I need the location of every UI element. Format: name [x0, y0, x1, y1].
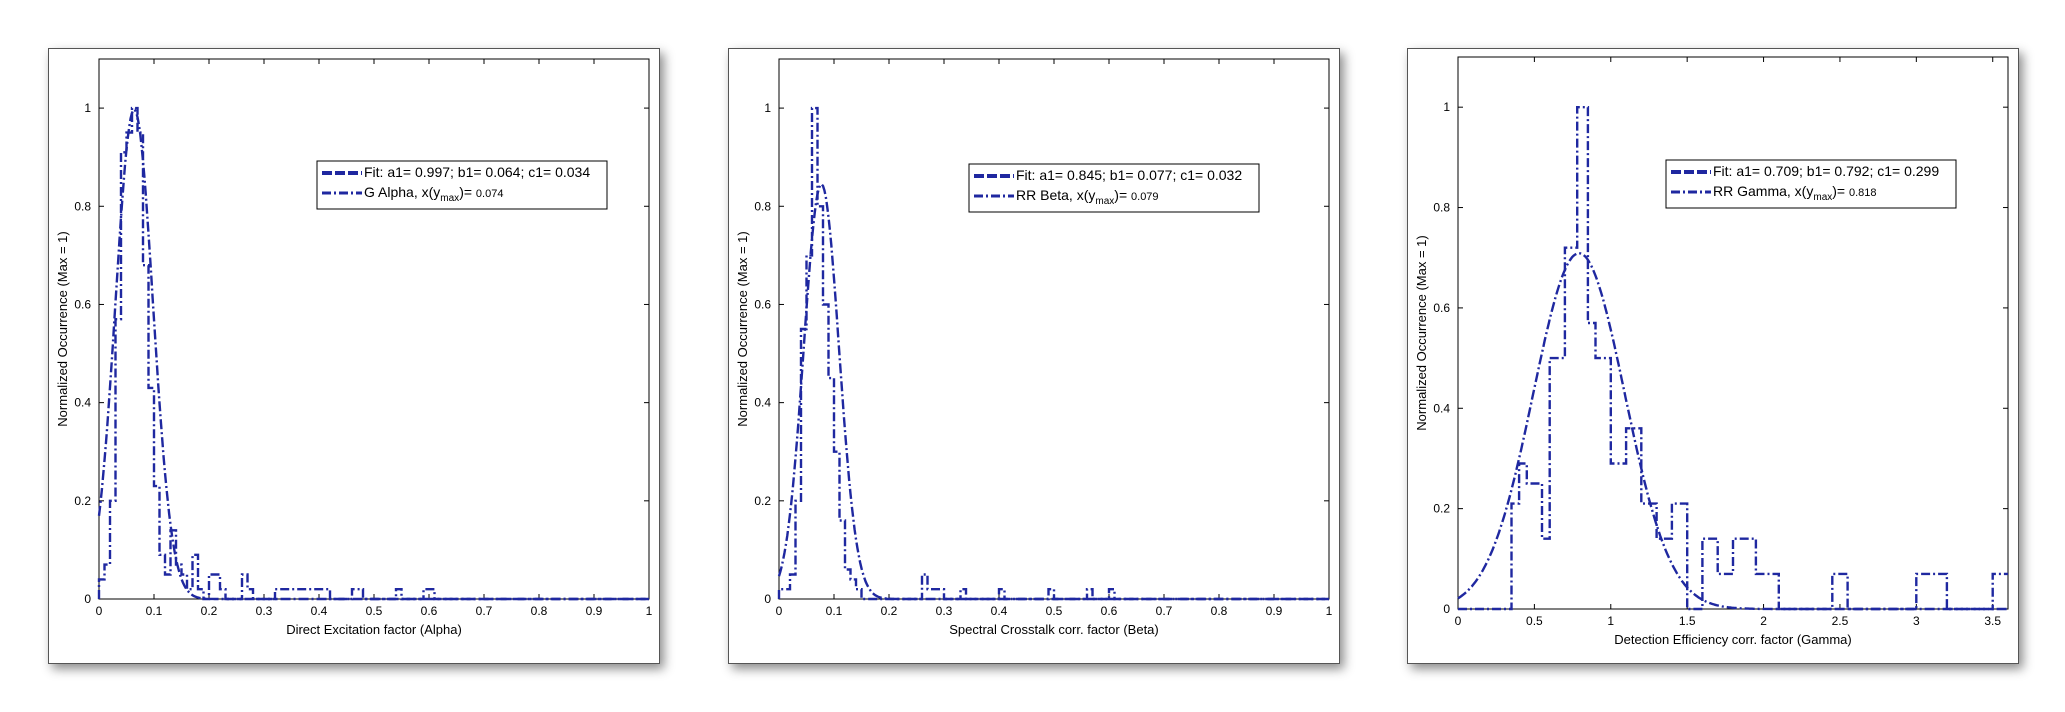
x-tick-label: 1	[1607, 614, 1614, 628]
legend-hist-x: , x(y	[414, 184, 440, 200]
y-tick-label: 0.8	[74, 199, 91, 213]
legend-hist-value: 0.818	[1849, 187, 1877, 199]
y-tick-label: 0.2	[754, 494, 771, 508]
legend-entry-hist: RR Gamma, x(ymax)= 0.818	[1713, 183, 1877, 203]
legend-hist-close: )=	[1114, 187, 1131, 203]
fit-curve-gamma	[1457, 251, 2008, 611]
legend-entry-fit: Fit: a1= 0.845; b1= 0.077; c1= 0.032	[1016, 167, 1242, 183]
legend-hist-close: )=	[1832, 183, 1849, 199]
x-axis-label: Spectral Crosstalk corr. factor (Beta)	[949, 622, 1159, 637]
x-tick-label: 0	[96, 604, 103, 618]
x-tick-label: 0.1	[146, 604, 163, 618]
legend-fit-prefix: Fit:	[1016, 167, 1039, 183]
plot-area-alpha	[98, 58, 650, 600]
x-tick-label: 0.1	[826, 604, 843, 618]
y-tick-label: 0.8	[754, 199, 771, 213]
plot-area-gamma	[1457, 56, 2009, 610]
legend-hist-x: , x(y	[1069, 187, 1095, 203]
x-tick-label: 0.6	[1101, 604, 1118, 618]
x-tick-label: 0.7	[476, 604, 493, 618]
x-axis-label: Direct Excitation factor (Alpha)	[286, 622, 462, 637]
y-tick-label: 1	[764, 101, 771, 115]
y-tick-label: 0.6	[754, 297, 771, 311]
x-tick-label: 0.8	[531, 604, 548, 618]
x-tick-label: 0.2	[881, 604, 898, 618]
legend-box-gamma	[1665, 159, 1957, 209]
x-tick-label: 3.5	[1984, 614, 2001, 628]
plot-area-beta	[778, 58, 1330, 600]
chart-svg-alpha: 0 0.1 0.2 0.3 0.4 0.5 0.6 0.7 0.8 0.9 1 0 0.2 0.4 0.6 0…	[55, 58, 653, 637]
legend-hist-value: 0.074	[476, 188, 504, 200]
y-tick-label: 0	[1443, 602, 1450, 616]
fit-curve-alpha	[97, 108, 649, 601]
legend-hist-sub: max	[440, 193, 459, 204]
y-tick-label: 0.4	[1433, 401, 1450, 415]
legend-entry-hist: G Alpha, x(ymax)= 0.074	[364, 184, 503, 204]
x-tick-label: 0.8	[1211, 604, 1228, 618]
legend-fit-prefix: Fit:	[364, 164, 387, 180]
legend-box-beta	[968, 163, 1260, 213]
histogram-series-alpha	[97, 106, 649, 601]
legend-hist-close: )=	[459, 184, 476, 200]
chart-svg-gamma: 0 0.5 1 1.5 2 2.5 3 3.500.20.40.60.81Detection …	[1414, 56, 2009, 647]
legend-entry-fit: Fit: a1= 0.997; b1= 0.064; c1= 0.034	[364, 164, 590, 180]
x-tick-label: 0.4	[991, 604, 1008, 618]
legend-hist-value: 0.079	[1131, 191, 1159, 203]
x-tick-label: 3	[1913, 614, 1920, 628]
legend-hist-name: G Alpha	[364, 184, 414, 200]
x-tick-label: 0	[776, 604, 783, 618]
chart-svg-beta: 0 0.1 0.2 0.3 0.4 0.5 0.6 0.7 0.8 0.9 1 0 0.2 0.4 0.6 0…	[735, 58, 1333, 637]
x-tick-label: 1	[1326, 604, 1333, 618]
y-tick-label: 1	[84, 101, 91, 115]
legend-box-alpha	[316, 160, 608, 210]
x-tick-label: 0.6	[421, 604, 438, 618]
legend-fit-params: a1= 0.845; b1= 0.077; c1= 0.032	[1039, 167, 1242, 183]
chart-panel-gamma: 0 0.5 1 1.5 2 2.5 3 3.5 0 0.2 0.4 0.6 0.8 1 Detection …	[1407, 48, 2019, 664]
x-tick-label: 0	[1455, 614, 1462, 628]
x-tick-label: 0.2	[201, 604, 218, 618]
x-tick-label: 1	[646, 604, 653, 618]
legend-entry-hist: RR Beta, x(ymax)= 0.079	[1016, 187, 1159, 207]
chart-panel-beta: 0 0.1 0.2 0.3 0.4 0.5 0.6 0.7 0.8 0.9 1 0 0.2 0.4 0.6 0…	[728, 48, 1340, 664]
x-tick-label: 0.3	[936, 604, 953, 618]
legend-hist-sub: max	[1095, 196, 1114, 207]
x-axis-label: Detection Efficiency corr. factor (Gamma…	[1614, 632, 1851, 647]
x-tick-label: 0.5	[366, 604, 383, 618]
y-tick-label: 0.2	[1433, 502, 1450, 516]
y-tick-label: 0	[764, 592, 771, 606]
x-tick-label: 1.5	[1679, 614, 1696, 628]
chart-panel-alpha: 0 0.1 0.2 0.3 0.4 0.5 0.6 0.7 0.8 0.9 1 0 0.2 0.4 0.6 0…	[48, 48, 660, 664]
y-axis-label: Normalized Occurrence (Max = 1)	[1414, 235, 1429, 430]
y-tick-label: 0.6	[1433, 301, 1450, 315]
legend-fit-params: a1= 0.997; b1= 0.064; c1= 0.034	[387, 164, 590, 180]
legend-hist-name: RR Gamma	[1713, 183, 1787, 199]
x-tick-label: 0.5	[1046, 604, 1063, 618]
x-tick-label: 0.9	[1266, 604, 1283, 618]
x-tick-label: 0.7	[1156, 604, 1173, 618]
x-tick-label: 2.5	[1832, 614, 1849, 628]
legend-hist-name: RR Beta	[1016, 187, 1069, 203]
legend-fit-params: a1= 0.709; b1= 0.792; c1= 0.299	[1736, 163, 1939, 179]
histogram-series-gamma	[1458, 106, 2008, 611]
legend-hist-x: , x(y	[1787, 183, 1813, 199]
legend-entry-fit: Fit: a1= 0.709; b1= 0.792; c1= 0.299	[1713, 163, 1939, 179]
y-axis-label: Normalized Occurrence (Max = 1)	[55, 231, 70, 426]
y-tick-label: 1	[1443, 100, 1450, 114]
x-tick-label: 0.4	[311, 604, 328, 618]
legend-hist-sub: max	[1813, 192, 1832, 203]
x-tick-label: 0.9	[586, 604, 603, 618]
y-tick-label: 0.8	[1433, 201, 1450, 215]
legend-fit-prefix: Fit:	[1713, 163, 1736, 179]
x-tick-label: 0.3	[256, 604, 273, 618]
histogram-series-beta	[777, 106, 1329, 601]
x-tick-label: 2	[1760, 614, 1767, 628]
y-tick-label: 0.2	[74, 494, 91, 508]
fit-curve-beta	[777, 182, 1329, 601]
y-tick-label: 0.6	[74, 297, 91, 311]
y-tick-label: 0.4	[74, 396, 91, 410]
y-tick-label: 0	[84, 592, 91, 606]
x-tick-label: 0.5	[1526, 614, 1543, 628]
y-axis-label: Normalized Occurrence (Max = 1)	[735, 231, 750, 426]
y-tick-label: 0.4	[754, 396, 771, 410]
